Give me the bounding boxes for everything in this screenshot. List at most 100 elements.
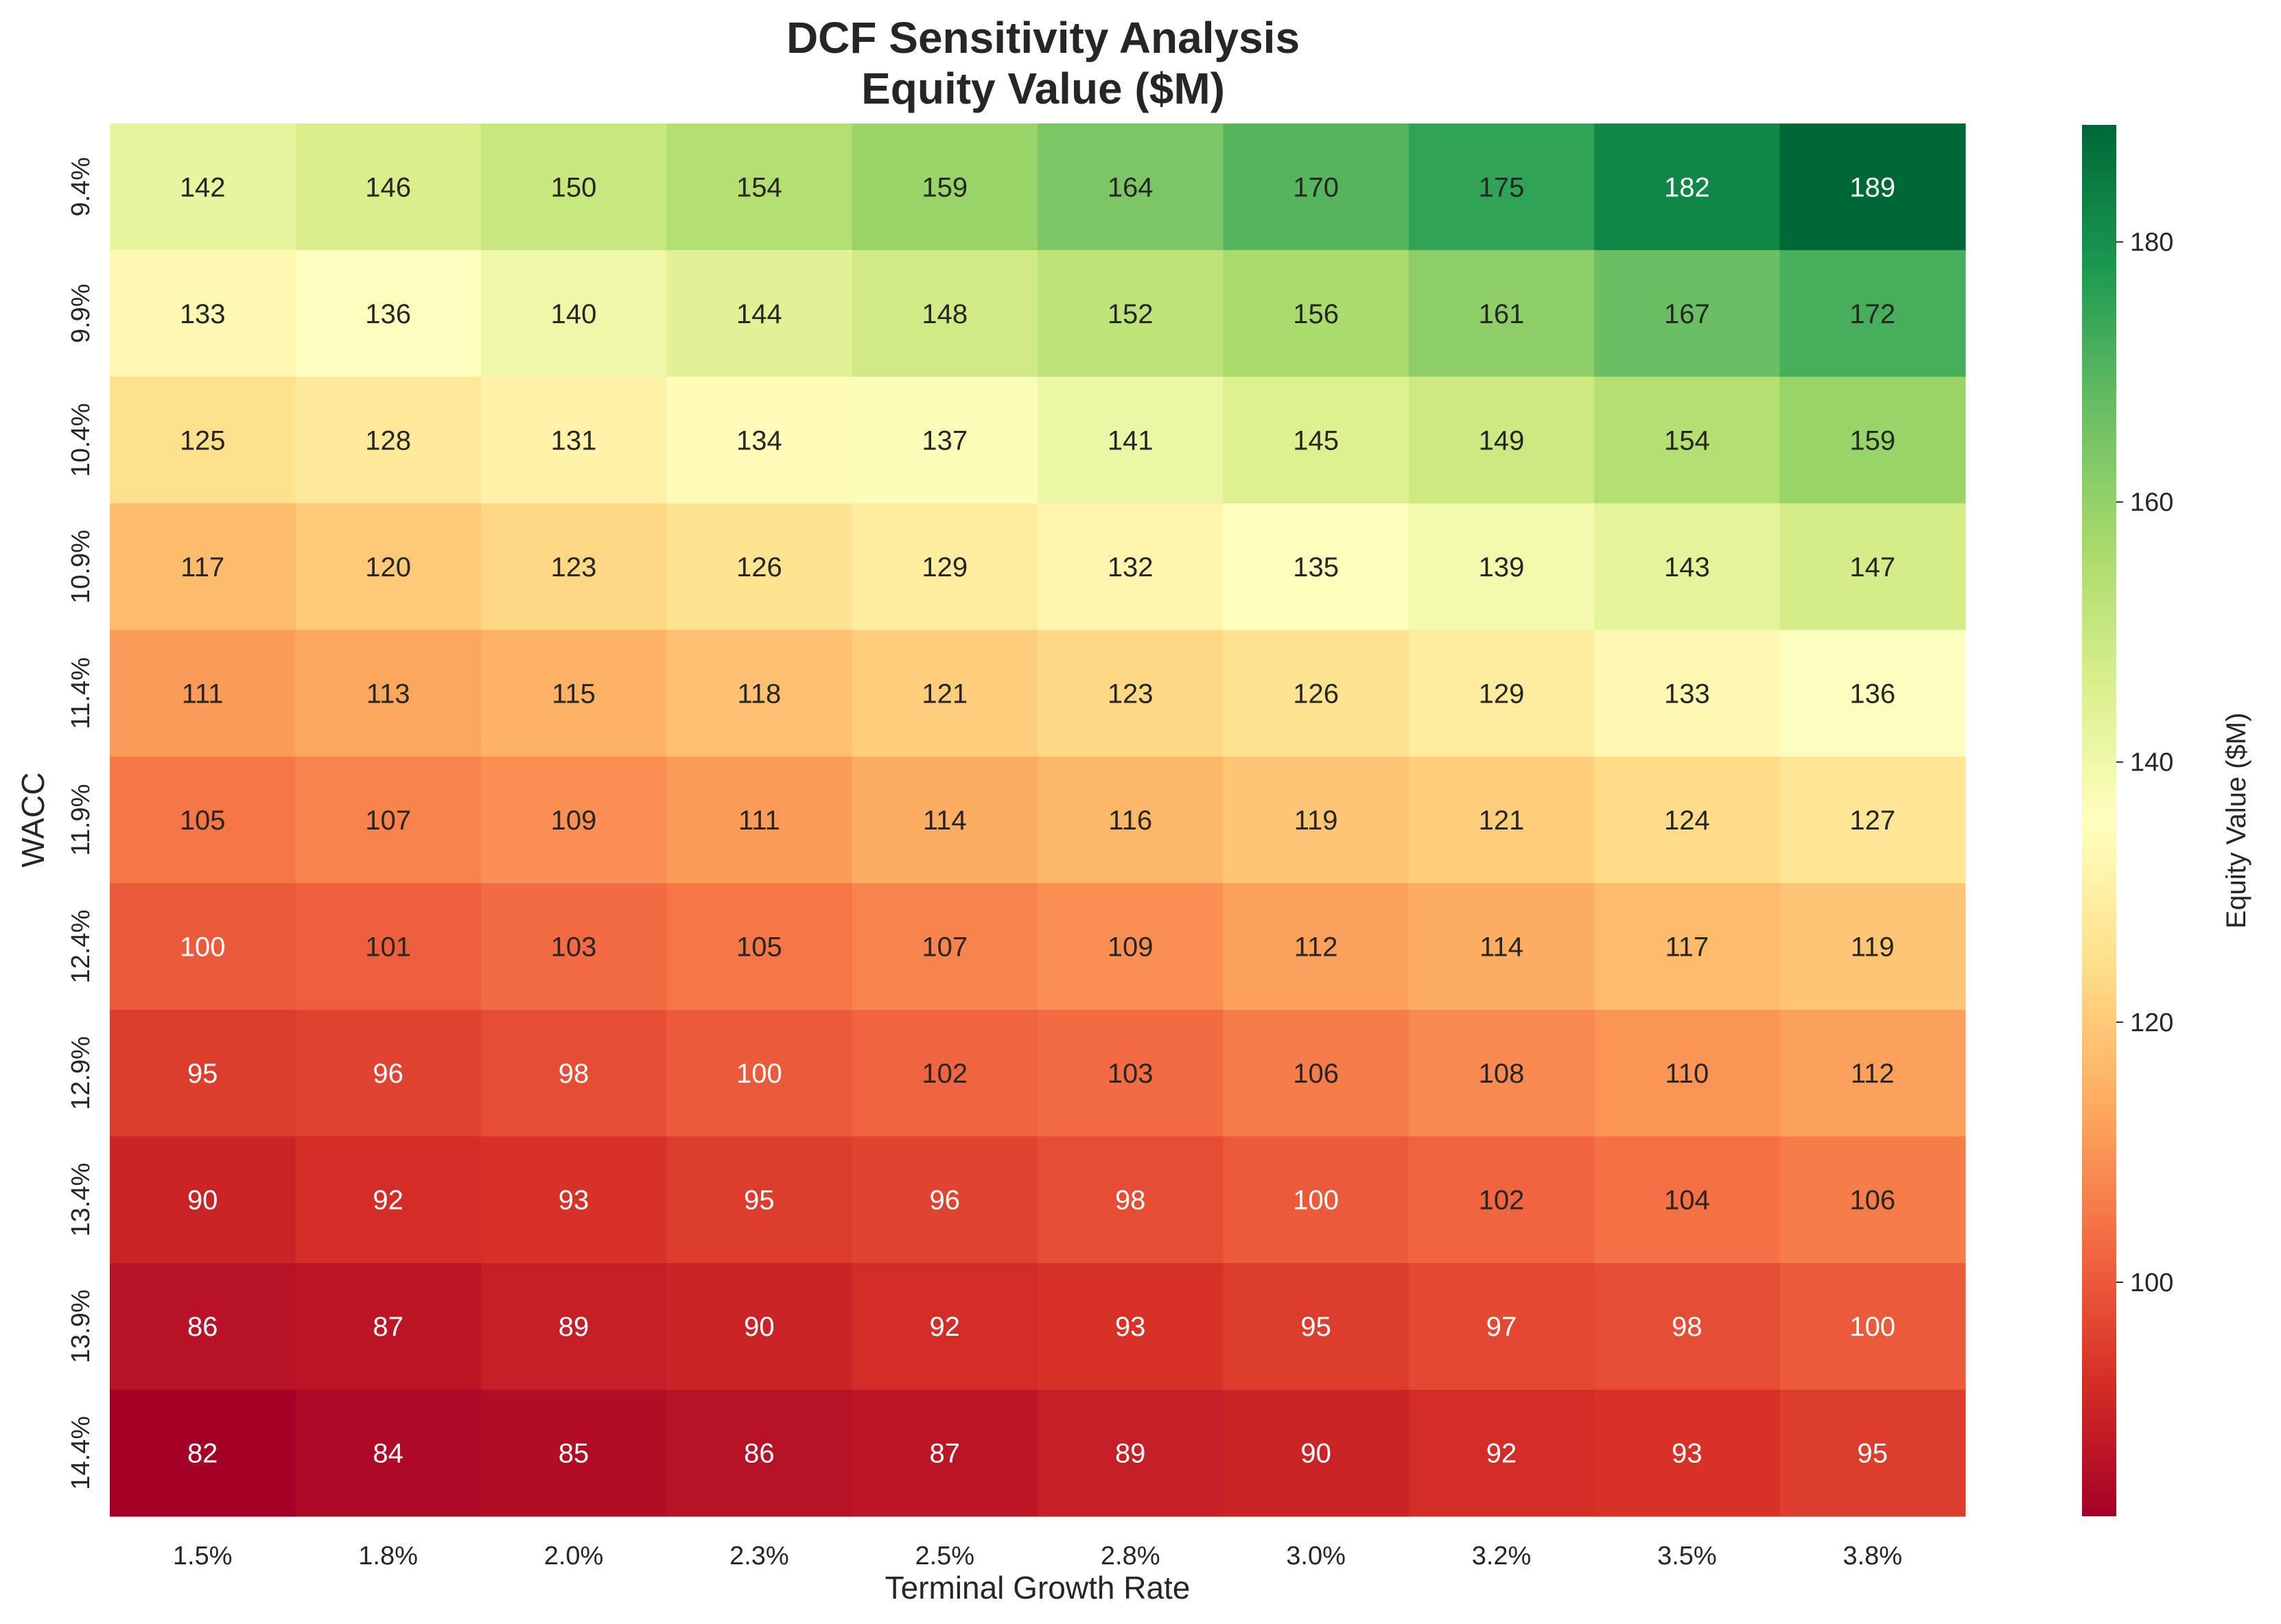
heatmap-cell-label: 142: [180, 172, 226, 202]
colorbar-label: Equity Value ($M): [2221, 713, 2251, 929]
heatmap-cell-label: 101: [365, 932, 411, 963]
x-axis-label: Terminal Growth Rate: [885, 1570, 1191, 1605]
heatmap-cell: [295, 377, 482, 504]
heatmap-cell-label: 139: [1479, 552, 1525, 582]
heatmap-cell-label: 107: [922, 932, 968, 963]
heatmap-cell-label: 137: [922, 425, 968, 456]
heatmap-cell-label: 104: [1664, 1186, 1710, 1216]
heatmap-cell-label: 116: [1108, 805, 1152, 836]
colorbar-tick-label: 160: [2130, 489, 2173, 517]
heatmap-cell: [666, 250, 853, 377]
heatmap-cell: [1223, 756, 1409, 884]
heatmap-cell-label: 141: [1108, 425, 1154, 456]
heatmap-cell-label: 108: [1479, 1059, 1525, 1089]
heatmap-cell: [480, 1389, 667, 1517]
heatmap-cell-label: 148: [922, 299, 968, 329]
heatmap-cell-label: 125: [180, 425, 226, 456]
heatmap-cell-label: 103: [1108, 1059, 1154, 1089]
heatmap-cell: [666, 630, 853, 757]
heatmap-cell: [666, 883, 853, 1011]
heatmap-cell: [1779, 377, 1966, 504]
heatmap-cell-label: 154: [1664, 425, 1710, 456]
heatmap-cell: [1779, 883, 1966, 1011]
heatmap-cell-label: 100: [736, 1059, 782, 1089]
heatmap-cell: [110, 883, 296, 1011]
heatmap-cell-label: 112: [1851, 1059, 1895, 1089]
heatmap-cell: [1038, 756, 1224, 884]
heatmap-cell-label: 135: [1293, 552, 1339, 582]
colorbar-tick-label: 120: [2130, 1009, 2173, 1037]
heatmap-cell-label: 92: [930, 1312, 961, 1342]
heatmap-cell-label: 117: [1665, 932, 1709, 963]
heatmap-cell-label: 93: [559, 1186, 589, 1216]
colorbar-tick-label: 180: [2130, 228, 2173, 257]
x-tick-label: 3.2%: [1472, 1542, 1532, 1570]
heatmap-cell-label: 87: [930, 1439, 961, 1469]
heatmap-cell: [1779, 503, 1966, 631]
heatmap-cell-label: 98: [1672, 1312, 1703, 1342]
heatmap-cell-label: 102: [1479, 1186, 1525, 1216]
heatmap-cell-label: 107: [365, 805, 411, 836]
chart-title-line-2: Equity Value ($M): [861, 64, 1225, 113]
heatmap-cell-label: 175: [1479, 172, 1525, 202]
heatmap-cell: [480, 123, 667, 251]
heatmap-cell-label: 161: [1479, 299, 1525, 329]
heatmap-cell: [1038, 123, 1224, 251]
heatmap-cell-label: 136: [365, 299, 411, 329]
heatmap-cell-label: 117: [180, 552, 224, 582]
heatmap-cell-label: 97: [1486, 1312, 1517, 1342]
heatmap-cell: [295, 1262, 482, 1391]
y-tick-label: 9.9%: [67, 284, 95, 344]
heatmap-cell-label: 121: [1479, 805, 1525, 836]
heatmap-cell: [1223, 123, 1409, 251]
heatmap-cell-label: 82: [187, 1439, 218, 1469]
heatmap-cell-label: 85: [559, 1439, 589, 1469]
heatmap-cell: [1594, 503, 1781, 631]
heatmap-cell-label: 105: [180, 805, 226, 836]
heatmap-cell-label: 95: [1858, 1439, 1888, 1469]
y-tick-label: 11.9%: [67, 784, 95, 856]
heatmap-cell-label: 118: [738, 679, 782, 709]
colorbar-tick-label: 100: [2130, 1269, 2173, 1297]
heatmap-cell-label: 114: [923, 805, 967, 836]
heatmap-cell: [1038, 1009, 1224, 1137]
heatmap-cell-label: 114: [1479, 932, 1523, 963]
heatmap-cell-label: 105: [736, 932, 782, 963]
heatmap-cell: [1594, 123, 1781, 251]
heatmap-cell: [1594, 883, 1781, 1011]
heatmap-cell: [110, 250, 296, 377]
heatmap-cell: [1779, 756, 1966, 884]
heatmap-cell: [1779, 250, 1966, 377]
heatmap-cell-label: 123: [551, 552, 597, 582]
heatmap-cell: [110, 503, 296, 631]
heatmap-cell: [852, 250, 1038, 377]
heatmap-cell: [1408, 1136, 1595, 1264]
heatmap-cell: [1779, 1389, 1966, 1517]
heatmap-cell: [295, 250, 482, 377]
heatmap-cell: [852, 377, 1038, 504]
heatmap-cell: [1223, 630, 1409, 757]
colorbar-ticks: 100 120 140 160 180: [2116, 228, 2173, 1297]
heatmap-cell: [1594, 1262, 1781, 1391]
heatmap-cell: [666, 503, 853, 631]
heatmap-cell: [295, 123, 482, 251]
heatmap-cell-label: 159: [922, 172, 968, 202]
heatmap-cell-label: 144: [736, 299, 782, 329]
heatmap-cell-label: 115: [552, 679, 596, 709]
heatmap-cell-label: 129: [1479, 679, 1525, 709]
heatmap-cell: [1594, 1136, 1781, 1264]
heatmap-cell: [1594, 756, 1781, 884]
heatmap-cell: [1038, 883, 1224, 1011]
heatmap-cell-label: 182: [1664, 172, 1710, 202]
heatmap-cell-label: 147: [1849, 552, 1895, 582]
heatmap-cell-label: 140: [551, 299, 597, 329]
heatmap-cell: [295, 883, 482, 1011]
heatmap-cell: [110, 1262, 296, 1391]
heatmap-cell-label: 133: [180, 299, 226, 329]
heatmap-cell: [1594, 250, 1781, 377]
heatmap-cell-label: 150: [551, 172, 597, 202]
heatmap-cell: [1408, 756, 1595, 884]
heatmap-cell-label: 106: [1293, 1059, 1339, 1089]
heatmap-cell-label: 98: [559, 1059, 589, 1089]
heatmap-cell: [1038, 1389, 1224, 1517]
